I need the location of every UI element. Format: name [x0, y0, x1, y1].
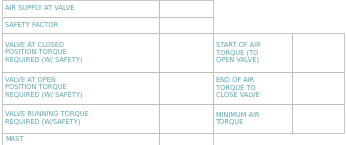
Bar: [159, 133, 213, 145]
Bar: [159, 72, 213, 104]
Text: START OF AIR
TORQUE (TO
OPEN VALVE): START OF AIR TORQUE (TO OPEN VALVE): [216, 42, 261, 63]
Text: END OF AIR
TORQUE TO
CLOSE VALVE: END OF AIR TORQUE TO CLOSE VALVE: [216, 77, 260, 98]
Bar: [213, 104, 292, 133]
Bar: [2, 0, 159, 17]
Text: VALVE AT OPEN
POSITION TORQUE
REQUIRED (W/ SAFETY): VALVE AT OPEN POSITION TORQUE REQUIRED (…: [5, 77, 83, 98]
Text: AIR SUPPLY AT VALVE: AIR SUPPLY AT VALVE: [5, 5, 75, 11]
Bar: [292, 33, 344, 72]
Bar: [2, 33, 159, 72]
Bar: [159, 33, 213, 72]
Bar: [213, 72, 292, 104]
Bar: [2, 104, 159, 133]
Bar: [292, 72, 344, 104]
Text: SAFETY FACTOR: SAFETY FACTOR: [5, 22, 58, 28]
Bar: [159, 0, 213, 17]
Text: VALVE RUNNING TORQUE
REQUIRED (W/SAFETY): VALVE RUNNING TORQUE REQUIRED (W/SAFETY): [5, 111, 89, 125]
Bar: [213, 33, 292, 72]
Bar: [2, 17, 159, 33]
Bar: [292, 104, 344, 133]
Bar: [2, 133, 159, 145]
Text: MINIMUM AIR
TORQUE: MINIMUM AIR TORQUE: [216, 112, 260, 125]
Bar: [159, 17, 213, 33]
Bar: [2, 72, 159, 104]
Text: VALVE AT CLOSED
POSITION TORQUE
REQUIRED (W/ SAFETY): VALVE AT CLOSED POSITION TORQUE REQUIRED…: [5, 42, 83, 63]
Bar: [159, 104, 213, 133]
Text: MAST: MAST: [5, 136, 24, 142]
